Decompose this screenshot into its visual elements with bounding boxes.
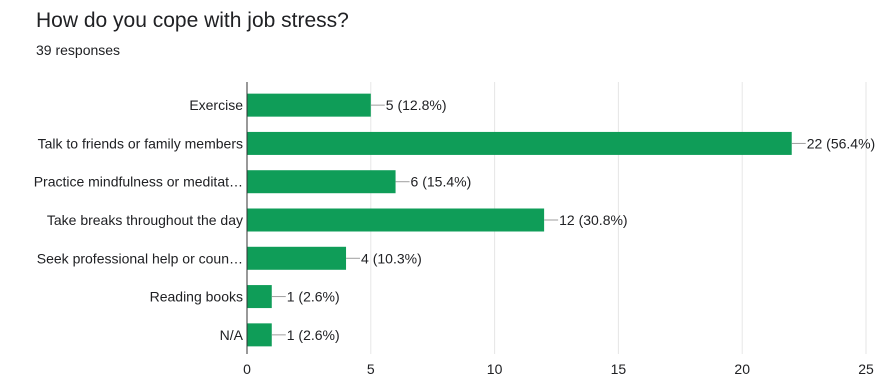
bar-5 bbox=[247, 285, 272, 309]
data-label-2: 6 (15.4%) bbox=[411, 174, 472, 190]
bar-0 bbox=[247, 93, 371, 117]
category-label-5: Reading books bbox=[150, 289, 243, 305]
data-label-0: 5 (12.8%) bbox=[386, 97, 447, 113]
bar-6 bbox=[247, 323, 272, 347]
data-label-3: 12 (30.8%) bbox=[559, 212, 627, 228]
data-label-4: 4 (10.3%) bbox=[361, 250, 422, 266]
category-label-1: Talk to friends or family members bbox=[38, 135, 243, 151]
data-label-1: 22 (56.4%) bbox=[807, 135, 875, 151]
category-label-3: Take breaks throughout the day bbox=[47, 212, 243, 228]
response-count: 39 responses bbox=[36, 42, 121, 58]
x-tick-label-15: 15 bbox=[611, 361, 627, 377]
x-tick-label-0: 0 bbox=[243, 361, 251, 377]
chart-title: How do you cope with job stress? bbox=[36, 9, 349, 32]
category-label-4: Seek professional help or coun… bbox=[37, 250, 243, 266]
category-label-2: Practice mindfulness or meditat… bbox=[34, 174, 243, 190]
bar-3 bbox=[247, 208, 545, 232]
bar-2 bbox=[247, 170, 396, 194]
chart-header: How do you cope with job stress? 39 resp… bbox=[36, 8, 868, 59]
bar-1 bbox=[247, 131, 792, 155]
x-tick-label-10: 10 bbox=[487, 361, 503, 377]
category-label-0: Exercise bbox=[189, 97, 243, 113]
bar-4 bbox=[247, 246, 347, 270]
data-label-5: 1 (2.6%) bbox=[287, 289, 340, 305]
category-label-6: N/A bbox=[220, 327, 244, 343]
data-label-6: 1 (2.6%) bbox=[287, 327, 340, 343]
x-tick-label-5: 5 bbox=[367, 361, 375, 377]
x-tick-label-25: 25 bbox=[858, 361, 874, 377]
x-tick-label-20: 20 bbox=[734, 361, 750, 377]
